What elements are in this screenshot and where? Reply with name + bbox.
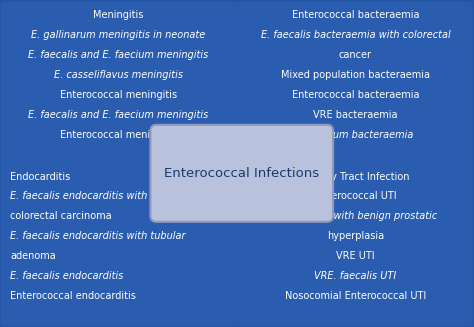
Text: VRE UTI: VRE UTI [336,251,375,261]
FancyBboxPatch shape [236,163,473,326]
Text: hyperplasia: hyperplasia [327,231,384,241]
Text: E. faecalis and E. faecium meningitis: E. faecalis and E. faecium meningitis [28,110,209,120]
Text: E. faecalis and E. faecium meningitis: E. faecalis and E. faecium meningitis [28,50,209,60]
Text: Enterococcal meningitis: Enterococcal meningitis [60,129,177,140]
Text: VRE. faecalis UTI: VRE. faecalis UTI [314,271,397,281]
Text: Mixed population bacteraemia: Mixed population bacteraemia [281,70,430,80]
Text: Enterococcal bacteraemia: Enterococcal bacteraemia [292,90,419,100]
FancyBboxPatch shape [236,2,473,165]
Text: E. faecium bacteraemia: E. faecium bacteraemia [297,129,414,140]
Text: colorectal carcinoma: colorectal carcinoma [10,211,111,221]
Text: E. faecalis endocarditis: E. faecalis endocarditis [10,271,123,281]
Text: E. faecalis bacteraemia with colorectal: E. faecalis bacteraemia with colorectal [261,30,450,40]
FancyBboxPatch shape [1,2,238,165]
Text: Urinary Tract Infection: Urinary Tract Infection [301,171,410,181]
FancyBboxPatch shape [150,125,333,222]
Text: Nosocomial Enterococcal UTI: Nosocomial Enterococcal UTI [285,291,426,301]
Text: Meningitis: Meningitis [93,10,144,20]
Text: cancer: cancer [339,50,372,60]
Text: E. faecalis endocarditis with: E. faecalis endocarditis with [10,191,147,201]
Text: VRE bacteraemia: VRE bacteraemia [313,110,398,120]
Text: adenoma: adenoma [10,251,56,261]
Text: E. gallinarum meningitis in neonate: E. gallinarum meningitis in neonate [31,30,206,40]
FancyBboxPatch shape [1,163,238,326]
Text: Enterococcal UTI: Enterococcal UTI [315,191,396,201]
Text: Enterococcal endocarditis: Enterococcal endocarditis [10,291,136,301]
Text: Enterococcal Infections: Enterococcal Infections [164,167,319,180]
Text: Enterococcal bacteraemia: Enterococcal bacteraemia [292,10,419,20]
Text: Enterococcal meningitis: Enterococcal meningitis [60,90,177,100]
Text: E. hirae UTI with benign prostatic: E. hirae UTI with benign prostatic [274,211,437,221]
Text: E. casseliflavus meningitis: E. casseliflavus meningitis [54,70,183,80]
Text: E. faecalis endocarditis with tubular: E. faecalis endocarditis with tubular [10,231,185,241]
Text: Endocarditis: Endocarditis [10,171,70,181]
